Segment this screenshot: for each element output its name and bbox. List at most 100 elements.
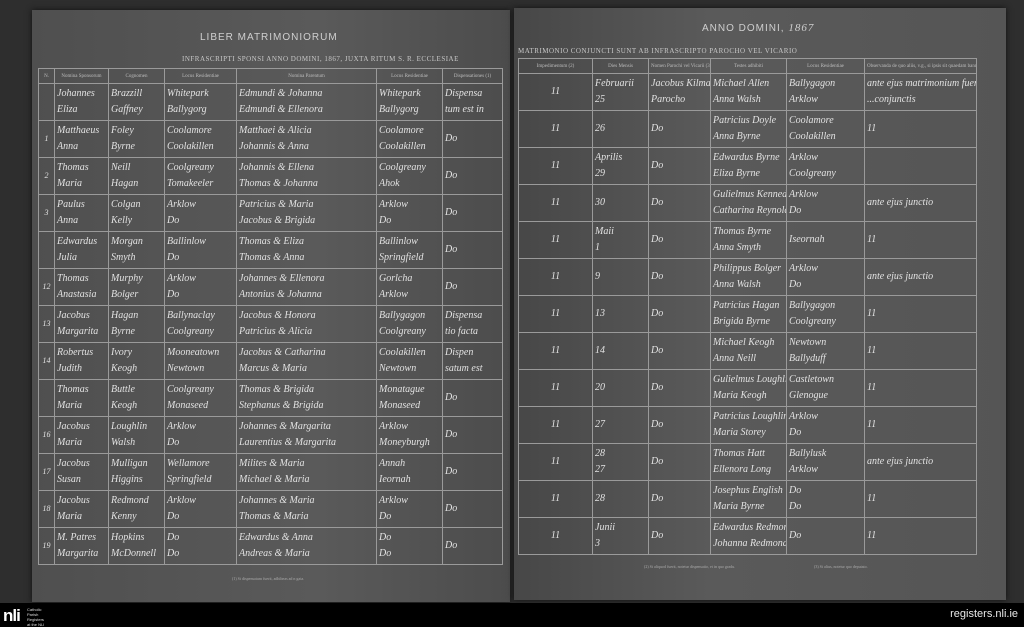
witnesses-line: Anna Smyth bbox=[713, 242, 762, 253]
witnesses-line: Michael Allen bbox=[713, 78, 770, 89]
table-row: 13 Jacobus Margarita Hagan Byrne Ballynaclay C… bbox=[38, 305, 503, 343]
right-register-page: ANNO DOMINI, 1867 MATRIMONIO CONJUNCTI S… bbox=[514, 8, 1006, 600]
parents-names-line: Thomas & Eliza bbox=[239, 236, 305, 247]
table-row: 11 28 27 Do Thomas Hatt Ellenora Long Ballylus… bbox=[518, 443, 977, 481]
marriage-date: 28 bbox=[592, 480, 649, 518]
parents-residence: Ballygagon Coolgreany bbox=[376, 305, 443, 343]
parents-names-line: Jacobus & Honora bbox=[239, 310, 316, 321]
table-row: 11 14 Do Michael Keogh Anna Neill Newtown Ball… bbox=[518, 332, 977, 370]
parents-residence-line: Coolakillen bbox=[379, 141, 426, 152]
marriage-date-line: 29 bbox=[595, 168, 605, 179]
surnames-line: Kenny bbox=[111, 511, 137, 522]
entry-number: 3 bbox=[38, 194, 55, 232]
table-row: 14 Robertus Judith Ivory Keogh Mooneatown Newt… bbox=[38, 342, 503, 380]
residence-line: Ballygorg bbox=[167, 104, 207, 115]
parents-residence-line: Arklow bbox=[379, 495, 408, 506]
surnames-line: Gaffney bbox=[111, 104, 143, 115]
witness-residence: Do Do bbox=[786, 480, 865, 518]
parents-residence-line: Do bbox=[379, 215, 392, 226]
parents-names-line: Thomas & Johanna bbox=[239, 178, 318, 189]
witnesses-line: Anna Byrne bbox=[713, 131, 761, 142]
spouse-names-line: Margarita bbox=[57, 548, 99, 559]
witness-residence-line: Arklow bbox=[789, 152, 818, 163]
table-row: Thomas Maria Buttle Keogh Coolgreany Monaseed… bbox=[38, 379, 503, 417]
residence: Coolgreany Tomakeeler bbox=[164, 157, 237, 195]
spouse-names: Paulus Anna bbox=[54, 194, 109, 232]
parents-names: Jacobus & Catharina Marcus & Maria bbox=[236, 342, 377, 380]
parents-names-line: Matthaei & Alicia bbox=[239, 125, 312, 136]
parents-residence-line: Monatague bbox=[379, 384, 425, 395]
witness-residence-line: Do bbox=[789, 205, 802, 216]
parents-names: Johannes & Ellenora Antonius & Johanna bbox=[236, 268, 377, 306]
witnesses-line: Michael Keogh bbox=[713, 337, 775, 348]
officiant: Do bbox=[648, 443, 711, 481]
impediment: 11 bbox=[518, 443, 593, 481]
surnames-line: Keogh bbox=[111, 363, 138, 374]
witnesses-line: Edwardus Redmond bbox=[713, 522, 787, 533]
observations bbox=[864, 147, 977, 185]
column-header: Locus Residentiae bbox=[376, 68, 443, 84]
surnames: Redmond Kenny bbox=[108, 490, 165, 528]
spouse-names: Robertus Judith bbox=[54, 342, 109, 380]
officiant-line: Do bbox=[651, 308, 664, 319]
surnames-line: Hagan bbox=[111, 310, 139, 321]
entry-number: 17 bbox=[38, 453, 55, 491]
parents-residence-line: Moneyburgh bbox=[379, 437, 430, 448]
spouse-names-line: Jacobus bbox=[57, 495, 90, 506]
witness-residence-line: Coolamore bbox=[789, 115, 834, 126]
entry-number: 13 bbox=[38, 305, 55, 343]
dispensation-line: Do bbox=[445, 133, 458, 144]
parents-residence-line: Springfield bbox=[379, 252, 424, 263]
surnames-line: Buttle bbox=[111, 384, 135, 395]
parents-residence-line: Coolakillen bbox=[379, 347, 426, 358]
surnames-line: Ivory bbox=[111, 347, 133, 358]
dispensation: Dispensa tio facta bbox=[442, 305, 503, 343]
officiant: Do bbox=[648, 184, 711, 222]
site-link[interactable]: registers.nli.ie bbox=[950, 608, 1018, 620]
residence-line: Arklow bbox=[167, 495, 196, 506]
parents-residence-line: Coolgreany bbox=[379, 162, 426, 173]
witness-residence-line: Do bbox=[789, 501, 802, 512]
parents-names-line: Thomas & Anna bbox=[239, 252, 305, 263]
witness-residence-line: Ballyduff bbox=[789, 353, 826, 364]
officiant: Do bbox=[648, 517, 711, 555]
parents-residence-line: Arklow bbox=[379, 421, 408, 432]
marriage-date-line: Junii bbox=[595, 522, 615, 533]
residence-line: Do bbox=[167, 215, 180, 226]
officiant: Do bbox=[648, 406, 711, 444]
surnames: Hopkins McDonnell bbox=[108, 527, 165, 565]
parents-residence-line: Ballygorg bbox=[379, 104, 419, 115]
residence-line: Whitepark bbox=[167, 88, 209, 99]
dispensation-line: Do bbox=[445, 540, 458, 551]
witness-residence: Ballygagon Arklow bbox=[786, 73, 865, 111]
page-title: LIBER MATRIMONIORUM bbox=[200, 32, 338, 43]
table-row: Edwardus Julia Morgan Smyth Ballinlow Do Thoma… bbox=[38, 231, 503, 269]
spouse-names-line: Thomas bbox=[57, 162, 89, 173]
observations: 11 bbox=[864, 221, 977, 259]
observations-line: 11 bbox=[867, 308, 877, 319]
observations: ante ejus junctio bbox=[864, 443, 977, 481]
footer-bar: nli Catholic Parish Registers at the NLI… bbox=[0, 603, 1024, 627]
witnesses: Thomas Hatt Ellenora Long bbox=[710, 443, 787, 481]
header-band: INFRASCRIPTI SPONSI ANNO DOMINI, 1867, J… bbox=[182, 55, 459, 63]
observations-line: ante ejus junctio bbox=[867, 197, 934, 208]
residence: Mooneatown Newtown bbox=[164, 342, 237, 380]
parents-residence-line: Monaseed bbox=[379, 400, 421, 411]
witnesses-line: Brigida Byrne bbox=[713, 316, 770, 327]
impediment: 11 bbox=[518, 480, 593, 518]
marriage-date-line: 1 bbox=[595, 242, 600, 253]
witnesses-line: Patricius Hagan bbox=[713, 300, 780, 311]
dispensation-line: Do bbox=[445, 281, 458, 292]
witnesses-line: Thomas Hatt bbox=[713, 448, 765, 459]
dispensation-line: Do bbox=[445, 170, 458, 181]
impediment: 11 bbox=[518, 332, 593, 370]
impediment: 11 bbox=[518, 73, 593, 111]
marriage-date-line: 9 bbox=[595, 271, 600, 282]
marriage-date: 20 bbox=[592, 369, 649, 407]
marriage-date-line: 14 bbox=[595, 345, 605, 356]
residence: Whitepark Ballygorg bbox=[164, 83, 237, 121]
logo-subtitle: Catholic Parish Registers at the NLI bbox=[27, 607, 45, 627]
officiant: Do bbox=[648, 221, 711, 259]
spouse-names: Jacobus Maria bbox=[54, 416, 109, 454]
dispensation: Dispen satum est bbox=[442, 342, 503, 380]
